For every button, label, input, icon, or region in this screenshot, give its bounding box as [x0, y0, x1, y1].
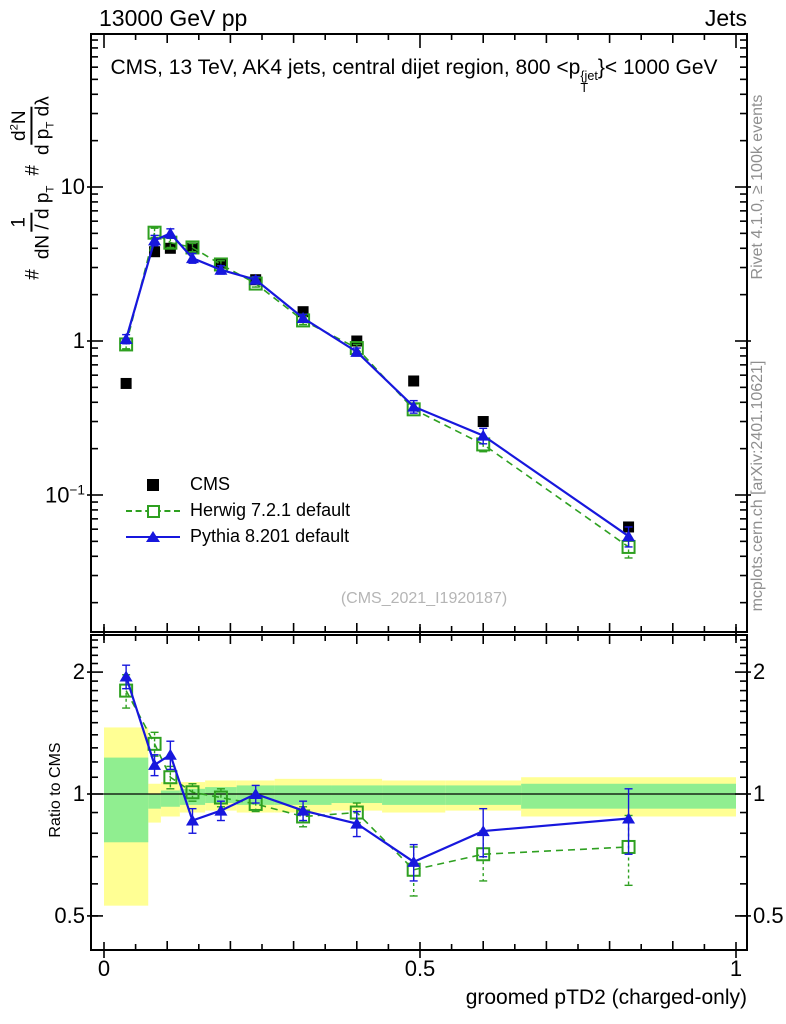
- series-pythia: [119, 227, 636, 548]
- pythia-marker: [407, 400, 421, 412]
- main-y-axis-label: # 1 dN / d pT # d2N d pT dλ: [8, 94, 57, 280]
- x-axis-label: groomed pTD2 (charged-only): [465, 986, 747, 1009]
- pythia-marker-icon: [126, 529, 180, 545]
- xtick-0: 0: [97, 956, 111, 981]
- pythia-marker: [185, 252, 199, 264]
- analysis-id-watermark: (CMS_2021_I1920187): [340, 590, 508, 607]
- beam-energy-label: 13000 GeV pp: [99, 5, 248, 31]
- ytick-1: 1: [72, 328, 85, 353]
- ratio-uncertainty-bands: [104, 727, 736, 906]
- herwig-marker-icon: [126, 503, 180, 519]
- rivet-version-text: Rivet 4.1.0, ≥ 100k events: [749, 94, 766, 280]
- plot-title: CMS, 13 TeV, AK4 jets, central dijet reg…: [110, 56, 717, 95]
- main-panel-frame: [90, 33, 748, 633]
- pythia-marker: [249, 273, 263, 285]
- pythia-marker: [148, 234, 162, 246]
- cms-marker: [297, 306, 309, 318]
- plot-title-subscript: T: [580, 80, 589, 95]
- ratio-ytick-right-1: 1: [753, 781, 766, 806]
- cms-marker: [120, 377, 132, 389]
- xtick-0p5: 0.5: [404, 956, 436, 981]
- cms-marker: [477, 416, 489, 428]
- ratio-ytick-right-2: 2: [753, 659, 766, 684]
- ratio-series-pythia: [119, 664, 636, 882]
- pythia-marker: [476, 429, 490, 441]
- plot-title-prefix: CMS, 13 TeV, AK4 jets, central dijet reg…: [110, 56, 581, 79]
- legend-label-pythia: Pythia 8.201 default: [190, 526, 350, 546]
- pythia-marker: [296, 804, 310, 816]
- legend-label-herwig: Herwig 7.2.1 default: [190, 500, 351, 520]
- xtick-1: 1: [729, 956, 743, 981]
- pythia-marker: [249, 788, 263, 799]
- legend-item-cms: CMS: [126, 474, 350, 495]
- pythia-marker: [185, 814, 199, 826]
- pythia-marker: [350, 817, 364, 829]
- ratio-ytick-right-0p5: 0.5: [753, 903, 784, 928]
- hash-symbol: #: [21, 269, 43, 280]
- ytick-10: 10: [60, 174, 85, 199]
- pythia-marker: [119, 333, 133, 345]
- cms-marker-icon: [126, 477, 180, 493]
- pythia-marker: [407, 855, 421, 867]
- herwig-marker: [185, 785, 200, 800]
- legend-item-pythia: Pythia 8.201 default: [126, 526, 350, 547]
- cms-marker: [351, 335, 363, 347]
- ratio-ytick-left-1: 1: [72, 781, 85, 806]
- cms-marker: [149, 246, 161, 258]
- cms-marker: [408, 375, 420, 387]
- band-green: [382, 785, 446, 805]
- pythia-marker: [214, 804, 228, 816]
- pythia-marker: [148, 758, 162, 770]
- pt-jet-sup-sub: {jet T: [580, 68, 598, 95]
- ratio-ytick-left-2: 2: [72, 659, 85, 684]
- band-green: [445, 785, 522, 805]
- process-label: Jets: [704, 5, 747, 31]
- pythia-marker: [119, 670, 133, 682]
- band-green: [160, 790, 180, 807]
- fraction-one-over-dn-dpt: 1 dN / d pT: [8, 185, 57, 260]
- band-green: [104, 757, 149, 843]
- hash-symbol: #: [21, 165, 43, 176]
- pythia-marker: [163, 748, 177, 760]
- ratio-ytick-left-0p5: 0.5: [54, 903, 85, 928]
- pythia-marker: [296, 312, 310, 324]
- pythia-marker: [163, 227, 177, 239]
- plot-title-suffix: }< 1000 GeV: [597, 56, 718, 79]
- mcplots-reference-text: mcplots.cern.ch [arXiv:2401.10621]: [749, 360, 766, 612]
- legend: CMS Herwig 7.2.1 default Pythia 8.201 de…: [126, 474, 350, 547]
- pythia-marker: [214, 263, 228, 275]
- ratio-y-axis-label: Ratio to CMS: [47, 742, 64, 838]
- pythia-marker: [622, 530, 636, 542]
- pythia-marker: [476, 825, 490, 837]
- pythia-marker: [622, 812, 636, 824]
- fraction-d2n-dpt-dlambda: d2N d pT dλ: [8, 96, 57, 156]
- legend-item-herwig: Herwig 7.2.1 default: [126, 500, 350, 521]
- ratio-panel-frame: [90, 634, 748, 951]
- legend-label-cms: CMS: [190, 474, 230, 494]
- pythia-marker: [350, 345, 364, 357]
- herwig-marker: [163, 770, 178, 785]
- plot-title-superscript: {jet: [580, 68, 598, 83]
- band-green: [148, 794, 161, 809]
- ytick-0p1: 10−1: [44, 482, 85, 508]
- band-green: [274, 785, 332, 805]
